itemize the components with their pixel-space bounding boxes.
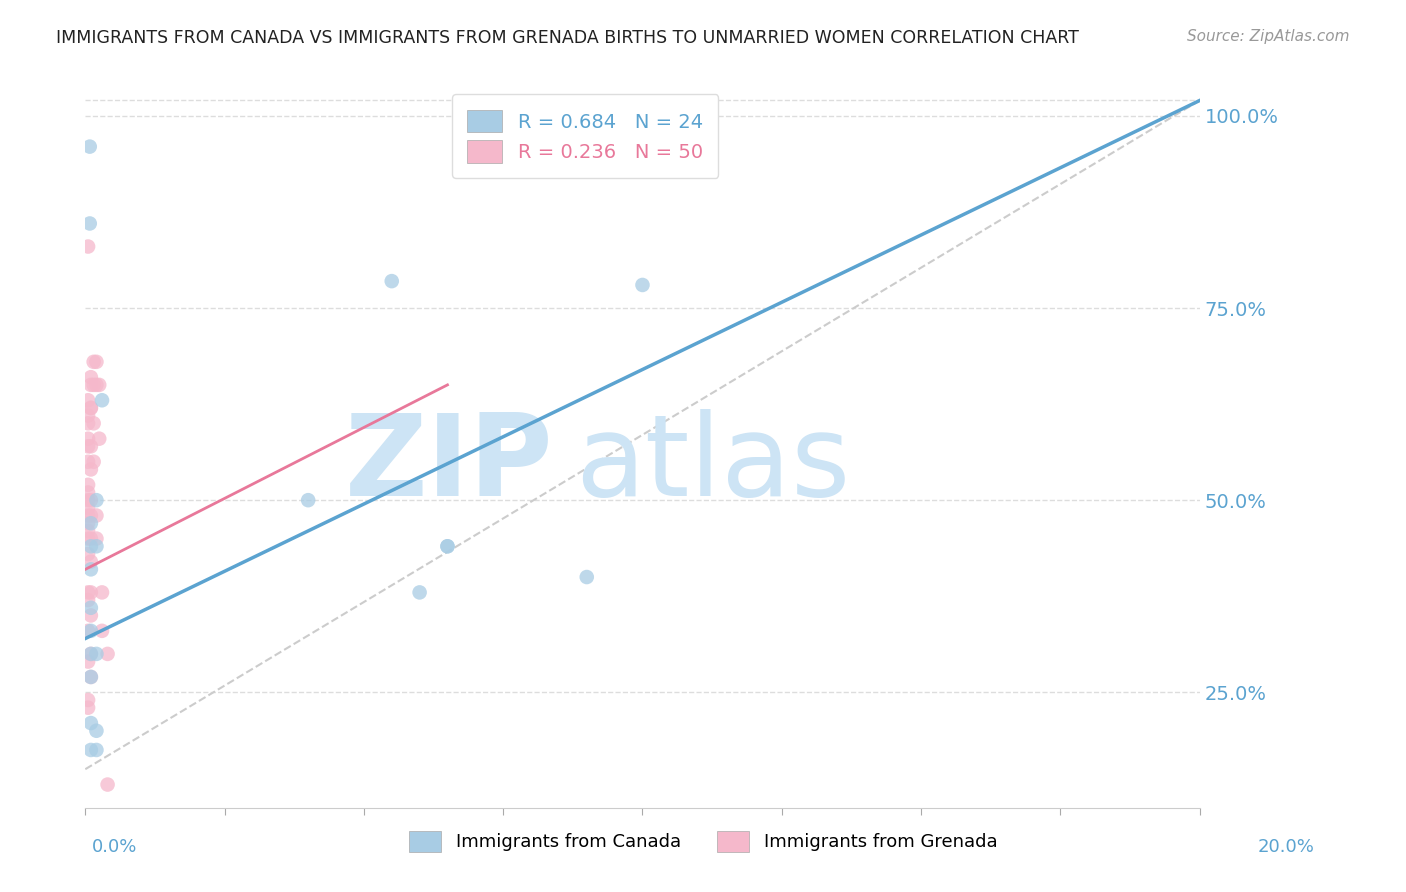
Point	[77, 485, 100, 500]
Point	[80, 539, 103, 553]
Point	[297, 493, 319, 508]
Point	[97, 778, 120, 792]
Point	[89, 377, 111, 392]
Point	[80, 462, 103, 476]
Point	[80, 562, 103, 576]
Point	[79, 217, 101, 231]
Point	[77, 409, 100, 423]
Point	[575, 570, 598, 584]
Point	[77, 547, 100, 561]
Point	[86, 508, 108, 523]
Point	[77, 593, 100, 607]
Point	[436, 539, 458, 553]
Point	[91, 624, 114, 638]
Point	[77, 439, 100, 453]
Point	[77, 693, 100, 707]
Point	[83, 355, 105, 369]
Point	[86, 532, 108, 546]
Point	[80, 647, 103, 661]
Point	[80, 743, 103, 757]
Point	[80, 670, 103, 684]
Text: ZIP: ZIP	[344, 409, 554, 520]
Point	[83, 377, 105, 392]
Point	[77, 393, 100, 408]
Legend: Immigrants from Canada, Immigrants from Grenada: Immigrants from Canada, Immigrants from …	[399, 822, 1007, 861]
Point	[80, 401, 103, 415]
Point	[91, 585, 114, 599]
Point	[408, 585, 430, 599]
Point	[80, 508, 103, 523]
Point	[80, 716, 103, 731]
Point	[77, 455, 100, 469]
Point	[77, 417, 100, 431]
Point	[86, 493, 108, 508]
Point	[79, 139, 101, 153]
Text: 20.0%: 20.0%	[1258, 838, 1315, 855]
Point	[80, 608, 103, 623]
Legend: R = 0.684   N = 24, R = 0.236   N = 50: R = 0.684 N = 24, R = 0.236 N = 50	[451, 95, 718, 178]
Point	[80, 370, 103, 384]
Point	[80, 377, 103, 392]
Point	[86, 723, 108, 738]
Point	[80, 670, 103, 684]
Point	[77, 432, 100, 446]
Point	[77, 585, 100, 599]
Point	[91, 393, 114, 408]
Point	[77, 700, 100, 714]
Point	[77, 508, 100, 523]
Point	[80, 532, 103, 546]
Point	[80, 439, 103, 453]
Point	[80, 401, 103, 415]
Point	[80, 516, 103, 531]
Point	[77, 493, 100, 508]
Point	[97, 647, 120, 661]
Point	[86, 355, 108, 369]
Point	[83, 455, 105, 469]
Point	[77, 477, 100, 491]
Point	[86, 743, 108, 757]
Text: IMMIGRANTS FROM CANADA VS IMMIGRANTS FROM GRENADA BIRTHS TO UNMARRIED WOMEN CORR: IMMIGRANTS FROM CANADA VS IMMIGRANTS FRO…	[56, 29, 1080, 46]
Point	[80, 493, 103, 508]
Point	[77, 500, 100, 515]
Point	[77, 516, 100, 531]
Point	[86, 647, 108, 661]
Point	[77, 624, 100, 638]
Text: Source: ZipAtlas.com: Source: ZipAtlas.com	[1187, 29, 1350, 44]
Point	[89, 432, 111, 446]
Point	[80, 600, 103, 615]
Point	[80, 624, 103, 638]
Point	[77, 655, 100, 669]
Point	[80, 647, 103, 661]
Point	[86, 377, 108, 392]
Point	[631, 277, 654, 292]
Point	[77, 239, 100, 253]
Point	[77, 524, 100, 538]
Text: atlas: atlas	[575, 409, 851, 520]
Point	[80, 585, 103, 599]
Point	[86, 539, 108, 553]
Text: 0.0%: 0.0%	[91, 838, 136, 855]
Point	[381, 274, 404, 288]
Point	[83, 417, 105, 431]
Point	[436, 539, 458, 553]
Point	[77, 532, 100, 546]
Point	[80, 555, 103, 569]
